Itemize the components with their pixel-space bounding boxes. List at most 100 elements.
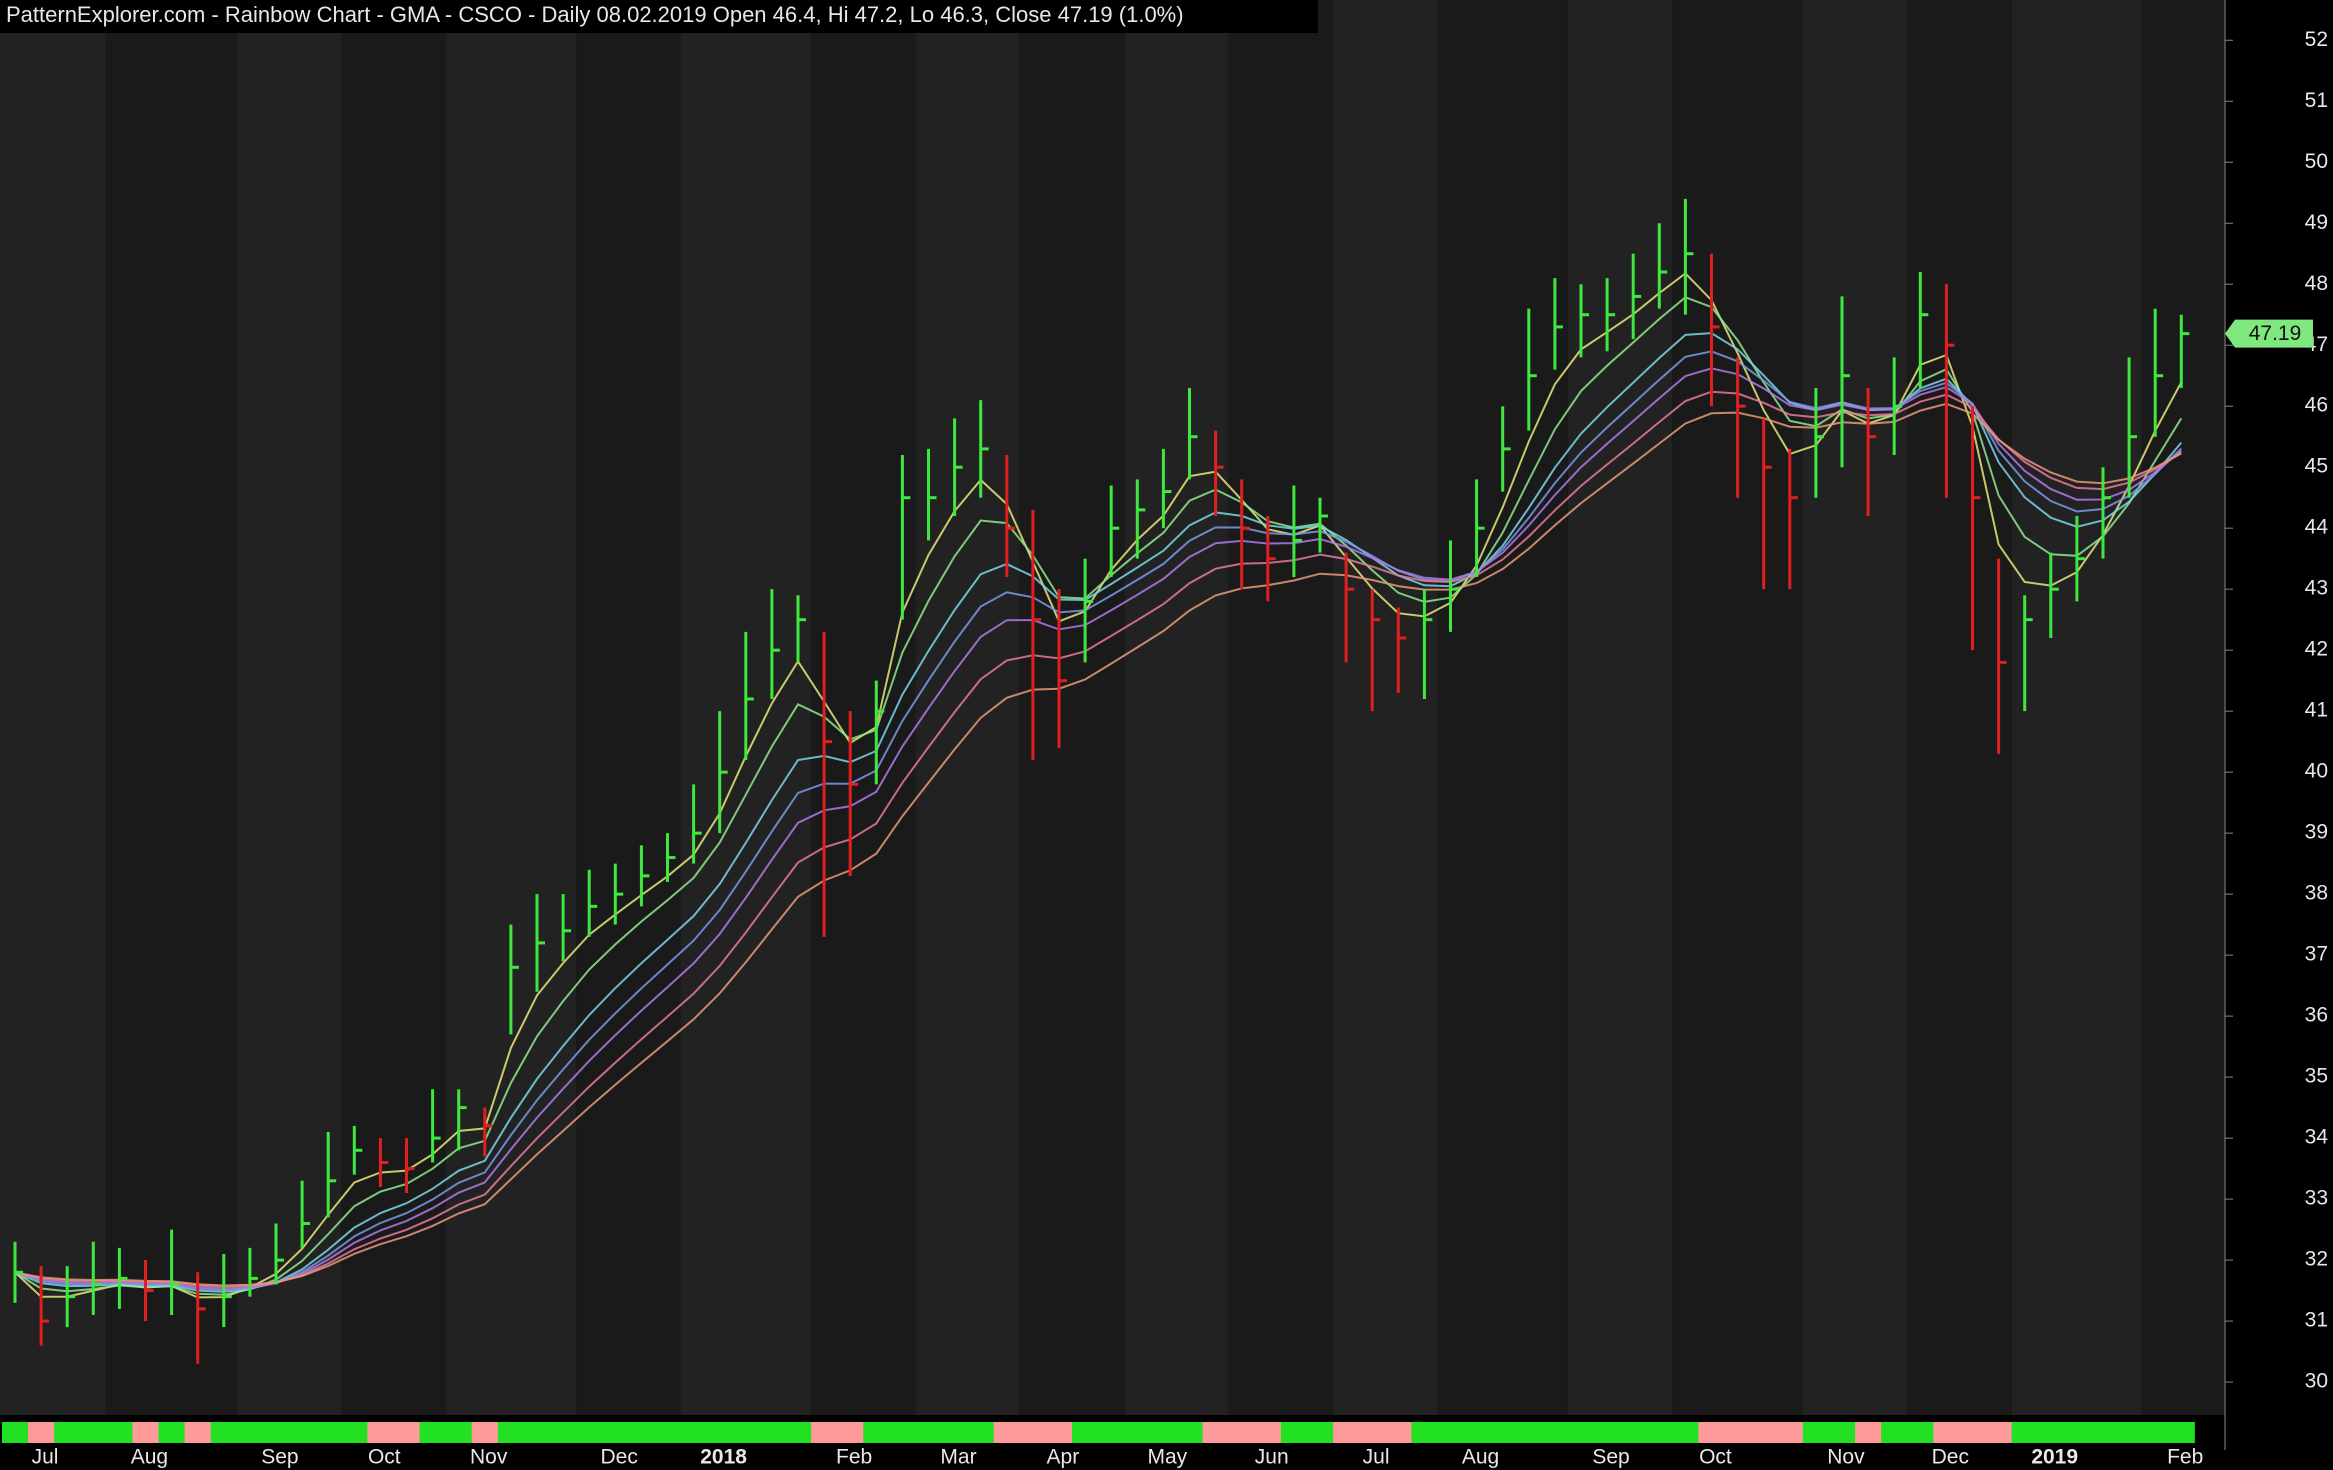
trend-strip [1802, 1422, 1830, 1443]
x-tick-label: Dec [601, 1446, 638, 1469]
trend-strip [1489, 1422, 1517, 1443]
trend-strip [1150, 1422, 1177, 1443]
trend-strip [1202, 1422, 1230, 1443]
trend-strip [315, 1422, 342, 1443]
moving-average [14, 272, 2183, 1299]
x-tick-label: Feb [2167, 1446, 2203, 1469]
moving-average [14, 402, 2182, 1287]
trend-strip [1750, 1422, 1778, 1443]
trend-strip [732, 1422, 760, 1443]
trend-strip [523, 1422, 551, 1443]
x-tick-label: Aug [131, 1446, 168, 1469]
trend-strip [2116, 1422, 2143, 1443]
trend-strip [915, 1422, 943, 1443]
trend-strip [1724, 1422, 1752, 1443]
y-tick-label: 35 [2305, 1065, 2328, 1088]
month-band [576, 0, 681, 1415]
month-band [1802, 0, 1908, 1415]
moving-average [14, 296, 2183, 1296]
trend-strip [550, 1422, 577, 1443]
month-band [341, 0, 446, 1415]
month-band [1333, 0, 1438, 1415]
trend-strip [1985, 1422, 2013, 1443]
x-tick-label: Feb [836, 1446, 872, 1469]
y-tick-label: 44 [2305, 516, 2329, 539]
trend-strip [1228, 1422, 1256, 1443]
trend-strip [1672, 1422, 1699, 1443]
trend-strip [1463, 1422, 1491, 1443]
x-tick-label: Dec [1932, 1446, 1969, 1469]
y-tick-label: 48 [2305, 272, 2328, 295]
y-tick-label: 43 [2305, 577, 2328, 600]
trend-strip [993, 1422, 1021, 1443]
trend-strip [1411, 1422, 1438, 1443]
trend-strip [1385, 1422, 1412, 1443]
trend-strip [1306, 1422, 1334, 1443]
x-tick-label: Jun [1255, 1446, 1289, 1469]
y-tick-label: 33 [2305, 1187, 2328, 1210]
trend-strip [1907, 1422, 1934, 1443]
trend-strip [28, 1422, 55, 1443]
trend-strip [1933, 1422, 1960, 1443]
trend-strip [1855, 1422, 1882, 1443]
chart-title: PatternExplorer.com - Rainbow Chart - GM… [6, 2, 1184, 27]
x-tick-label: Mar [940, 1446, 976, 1469]
trend-strip [1959, 1422, 1987, 1443]
month-band [2011, 0, 2143, 1415]
month-band [1228, 0, 1334, 1415]
trend-strip [393, 1422, 421, 1443]
trend-strip [106, 1422, 133, 1443]
y-tick-label: 41 [2305, 699, 2328, 722]
trend-strip [837, 1422, 864, 1443]
y-tick-label: 39 [2305, 821, 2328, 844]
x-tick-label: Nov [1827, 1446, 1865, 1469]
x-tick-label: Apr [1047, 1446, 1080, 1469]
trend-strip [471, 1422, 499, 1443]
x-tick-label: Sep [261, 1446, 298, 1469]
trend-strip [2037, 1422, 2065, 1443]
trend-strip [54, 1422, 81, 1443]
y-tick-label: 46 [2305, 394, 2328, 417]
x-tick-label: Oct [368, 1446, 401, 1469]
trend-strip [967, 1422, 995, 1443]
y-tick-label: 51 [2305, 89, 2328, 112]
x-tick-label: Jul [32, 1446, 59, 1469]
trend-strip [445, 1422, 473, 1443]
moving-average [14, 367, 2182, 1290]
trend-strip [497, 1422, 525, 1443]
trend-strip [784, 1422, 812, 1443]
month-band [0, 0, 107, 1415]
trend-strip [1881, 1422, 1908, 1443]
last-price-label: 47.19 [2249, 322, 2302, 345]
month-band [236, 0, 342, 1415]
y-tick-label: 49 [2305, 211, 2328, 234]
trend-strip [1541, 1422, 1569, 1443]
title-box [0, 0, 1318, 33]
trend-strip [1594, 1422, 1621, 1443]
trend-strip [289, 1422, 316, 1443]
trend-strip [1019, 1422, 1047, 1443]
month-band [1019, 0, 1125, 1415]
trend-strip [758, 1422, 786, 1443]
x-tick-label: May [1147, 1446, 1187, 1469]
month-band [2142, 0, 2225, 1415]
y-tick-label: 36 [2305, 1004, 2328, 1027]
y-tick-label: 45 [2305, 455, 2328, 478]
month-band [1437, 0, 1568, 1415]
moving-average [14, 390, 2182, 1289]
trend-strip [1646, 1422, 1673, 1443]
y-tick-label: 31 [2305, 1309, 2328, 1332]
y-tick-label: 38 [2305, 882, 2328, 905]
trend-strip [1828, 1422, 1856, 1443]
trend-strip [1333, 1422, 1360, 1443]
y-tick-label: 42 [2305, 638, 2328, 661]
x-tick-label: 2019 [2031, 1446, 2078, 1469]
trend-strip [1098, 1422, 1125, 1443]
trend-strip [602, 1422, 629, 1443]
trend-strip [132, 1422, 160, 1443]
trend-strip [889, 1422, 916, 1443]
x-tick-label: Oct [1699, 1446, 1732, 1469]
trend-strip [419, 1422, 447, 1443]
trend-strip [1620, 1422, 1647, 1443]
